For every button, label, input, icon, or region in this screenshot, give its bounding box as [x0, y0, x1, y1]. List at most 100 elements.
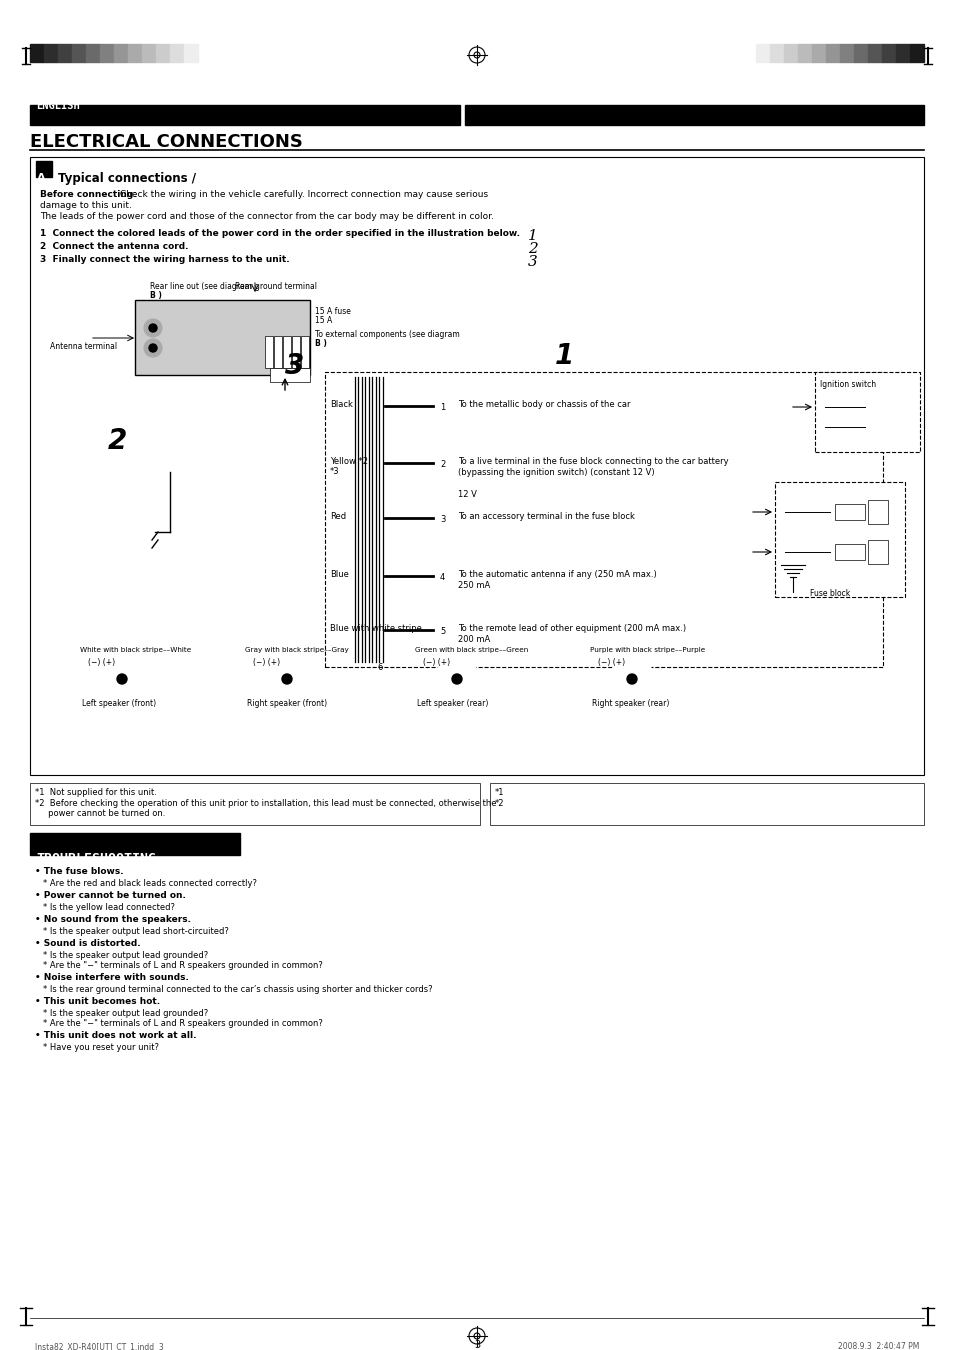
Text: 2: 2 — [439, 460, 445, 468]
Text: To an accessory terminal in the fuse block: To an accessory terminal in the fuse blo… — [457, 512, 634, 521]
Text: 15 A fuse: 15 A fuse — [314, 306, 351, 316]
Circle shape — [874, 400, 910, 435]
Bar — [135, 300, 310, 375]
Text: Typical connections /: Typical connections / — [58, 171, 195, 185]
Text: Black: Black — [330, 400, 353, 409]
Text: damage to this unit.: damage to this unit. — [40, 201, 132, 211]
Text: * Is the rear ground terminal connected to the car’s chassis using shorter and t: * Is the rear ground terminal connected … — [43, 986, 432, 994]
Text: To the automatic antenna if any (250 mA max.): To the automatic antenna if any (250 mA … — [457, 570, 656, 579]
Text: Green with black stripe––Green: Green with black stripe––Green — [415, 647, 528, 653]
Bar — [755, 45, 769, 62]
Text: To the remote lead of other equipment (200 mA max.): To the remote lead of other equipment (2… — [457, 624, 685, 633]
Text: ELECTRICAL CONNECTIONS: ELECTRICAL CONNECTIONS — [30, 134, 302, 151]
Text: * Are the "−" terminals of L and R speakers grounded in common?: * Are the "−" terminals of L and R speak… — [43, 1019, 322, 1027]
Text: Left speaker (rear): Left speaker (rear) — [416, 699, 488, 707]
Circle shape — [109, 666, 135, 693]
Bar — [128, 45, 142, 62]
Text: B ): B ) — [314, 339, 327, 348]
Bar — [769, 45, 783, 62]
Text: 2: 2 — [527, 242, 537, 256]
Text: ENGLISH: ENGLISH — [36, 101, 80, 111]
Text: * Is the speaker output lead grounded?: * Is the speaker output lead grounded? — [43, 950, 208, 960]
Bar — [274, 336, 282, 369]
Text: * Are the "−" terminals of L and R speakers grounded in common?: * Are the "−" terminals of L and R speak… — [43, 961, 322, 971]
Bar — [783, 45, 797, 62]
Bar — [825, 45, 840, 62]
Bar — [895, 45, 909, 62]
Circle shape — [144, 319, 162, 338]
Text: Rear line out (see diagram: Rear line out (see diagram — [150, 282, 254, 292]
Text: 250 mA: 250 mA — [457, 580, 490, 590]
Bar — [36, 161, 52, 177]
Bar — [30, 783, 479, 825]
Bar — [867, 45, 882, 62]
Text: To external components (see diagram: To external components (see diagram — [314, 329, 459, 339]
Bar — [840, 45, 853, 62]
Bar — [100, 45, 113, 62]
Text: 3: 3 — [439, 514, 445, 524]
Text: Insta82_XD-R40[UT]_CT_1.indd  3: Insta82_XD-R40[UT]_CT_1.indd 3 — [35, 1342, 164, 1350]
Text: • Power cannot be turned on.: • Power cannot be turned on. — [35, 891, 186, 900]
Text: 3: 3 — [527, 255, 537, 269]
Text: TROUBLESHOOTING: TROUBLESHOOTING — [36, 852, 156, 865]
Circle shape — [609, 657, 654, 701]
Text: 1: 1 — [555, 342, 574, 370]
Text: *1  Not supplied for this unit.: *1 Not supplied for this unit. — [35, 788, 156, 796]
Bar — [71, 45, 86, 62]
Text: 4: 4 — [439, 572, 445, 582]
Text: power cannot be turned on.: power cannot be turned on. — [35, 809, 165, 818]
Bar — [811, 45, 825, 62]
Text: 3: 3 — [285, 352, 304, 379]
Text: *2  Before checking the operation of this unit prior to installation, this lead : *2 Before checking the operation of this… — [35, 799, 496, 809]
Text: • This unit becomes hot.: • This unit becomes hot. — [35, 998, 160, 1006]
Bar — [292, 336, 299, 369]
Circle shape — [265, 657, 309, 701]
Text: Check the wiring in the vehicle carefully. Incorrect connection may cause seriou: Check the wiring in the vehicle carefull… — [117, 190, 488, 198]
Bar — [882, 45, 895, 62]
Text: • The fuse blows.: • The fuse blows. — [35, 867, 124, 876]
Bar — [853, 45, 867, 62]
Text: Purple with black stripe––Purple: Purple with black stripe––Purple — [589, 647, 704, 653]
Bar — [909, 45, 923, 62]
Bar — [464, 105, 923, 126]
Text: (−) (+): (−) (+) — [422, 657, 450, 667]
Text: 5: 5 — [439, 626, 445, 636]
Text: 2008.9.3  2:40:47 PM: 2008.9.3 2:40:47 PM — [837, 1342, 918, 1350]
Text: Ignition switch: Ignition switch — [820, 379, 875, 389]
Circle shape — [372, 649, 388, 666]
Text: 200 mA: 200 mA — [457, 634, 490, 644]
Text: Before connecting:: Before connecting: — [40, 190, 136, 198]
Text: • No sound from the speakers.: • No sound from the speakers. — [35, 915, 191, 923]
Bar — [44, 45, 58, 62]
Bar — [325, 373, 882, 667]
Text: A: A — [37, 173, 46, 184]
Bar — [113, 45, 128, 62]
Circle shape — [435, 657, 478, 701]
Bar — [30, 157, 923, 775]
Text: *2: *2 — [495, 799, 504, 809]
Bar — [86, 45, 100, 62]
Bar — [156, 45, 170, 62]
Bar — [270, 369, 310, 382]
Circle shape — [452, 674, 461, 684]
Text: 1  Connect the colored leads of the power cord in the order specified in the ill: 1 Connect the colored leads of the power… — [40, 230, 519, 238]
Text: White with black stripe––White: White with black stripe––White — [80, 647, 191, 653]
Text: (−) (+): (−) (+) — [253, 657, 280, 667]
Text: Left speaker (front): Left speaker (front) — [82, 699, 156, 707]
Circle shape — [274, 666, 299, 693]
Text: (bypassing the ignition switch) (constant 12 V): (bypassing the ignition switch) (constan… — [457, 468, 654, 477]
Bar — [283, 336, 291, 369]
Circle shape — [435, 568, 451, 585]
Circle shape — [626, 674, 637, 684]
Text: 1: 1 — [527, 230, 537, 243]
Bar — [301, 336, 309, 369]
Text: * Is the speaker output lead grounded?: * Is the speaker output lead grounded? — [43, 1008, 208, 1018]
Text: Right speaker (rear): Right speaker (rear) — [592, 699, 669, 707]
Text: Antenna terminal: Antenna terminal — [50, 342, 117, 351]
Bar — [184, 45, 198, 62]
Bar — [170, 45, 184, 62]
Circle shape — [435, 455, 451, 471]
Bar — [834, 544, 864, 560]
Text: 1: 1 — [439, 404, 445, 412]
Bar — [265, 336, 273, 369]
